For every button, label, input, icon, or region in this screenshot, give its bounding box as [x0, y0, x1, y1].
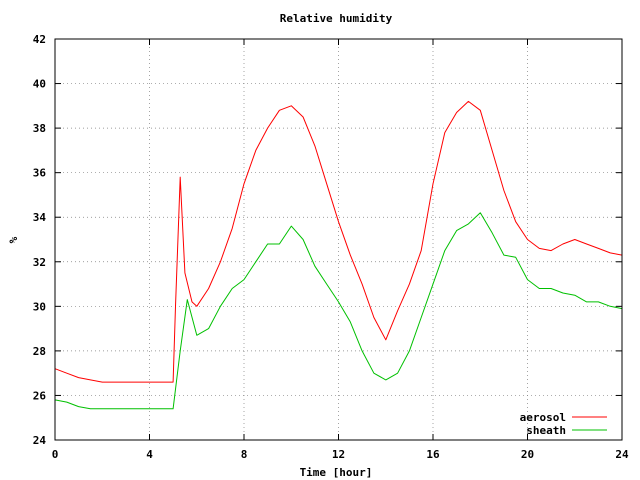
y-tick-label: 24 [33, 434, 47, 447]
y-tick-label: 26 [33, 389, 47, 402]
x-tick-label: 8 [241, 448, 248, 461]
y-tick-label: 36 [33, 167, 47, 180]
y-tick-label: 28 [33, 345, 46, 358]
plot-frame [54, 38, 623, 441]
x-tick-label: 16 [426, 448, 440, 461]
legend-label-sheath: sheath [526, 424, 566, 437]
x-tick-label: 20 [521, 448, 534, 461]
legend-label-aerosol: aerosol [520, 411, 566, 424]
y-axis-label: % [7, 236, 20, 243]
grid [55, 39, 622, 440]
y-tick-label: 30 [33, 300, 46, 313]
x-tick-label: 12 [332, 448, 345, 461]
y-tick-label: 42 [33, 33, 46, 46]
series-lines [54, 100, 623, 410]
y-tick-label: 32 [33, 256, 46, 269]
axis-ticks: 0 4 8 12 16 20 24 24 26 28 30 32 34 36 38 40 42 [33, 33, 629, 461]
series-line-sheath [54, 212, 623, 410]
y-tick-label: 40 [33, 78, 46, 91]
x-tick-label: 0 [52, 448, 59, 461]
x-axis-label: Time [hour] [300, 466, 373, 479]
y-tick-label: 34 [33, 211, 47, 224]
chart-title: Relative humidity [280, 12, 393, 25]
x-tick-label: 24 [615, 448, 629, 461]
series-line-aerosol [54, 100, 623, 383]
y-tick-label: 38 [33, 122, 46, 135]
x-tick-label: 4 [146, 448, 153, 461]
